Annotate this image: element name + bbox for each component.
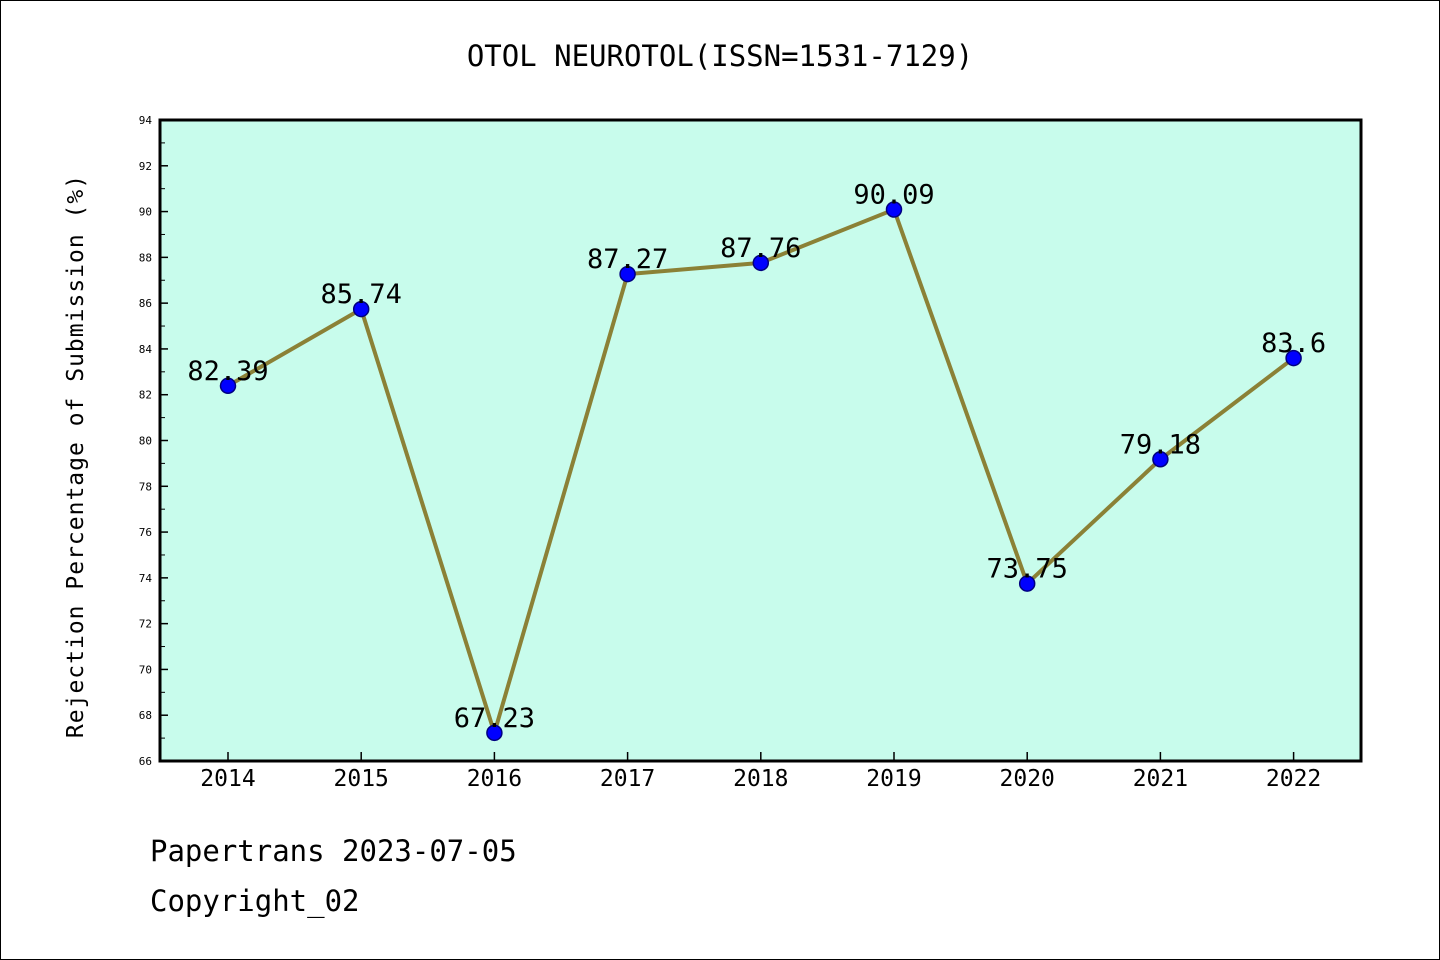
y-tick-label: 88 [139, 251, 152, 264]
data-point [619, 265, 636, 283]
y-tick-label: 72 [139, 618, 152, 631]
plot-area [160, 120, 1361, 761]
x-tick-label: 2019 [866, 766, 921, 792]
series-line-group [219, 201, 1302, 742]
y-tick-label: 66 [139, 755, 152, 768]
x-tick-label: 2018 [733, 766, 788, 792]
y-tick-label: 84 [139, 343, 153, 356]
x-tick-label: 2022 [1266, 766, 1321, 792]
x-tick-label: 2015 [334, 766, 389, 792]
data-point [486, 724, 503, 742]
x-axis: 2014 2015 2016 2017 2018 2019 2020 2021 2022 [200, 752, 1321, 792]
data-label: 82.39 [187, 356, 268, 387]
plot-frame [158, 118, 1363, 763]
data-point [1018, 575, 1036, 592]
y-tick-label: 92 [139, 160, 152, 173]
data-label: 90.09 [853, 180, 934, 211]
data-point [352, 300, 370, 318]
x-tick-label: 2017 [600, 766, 655, 792]
footer-date: Papertrans 2023-07-05 [150, 834, 517, 868]
x-tick-label: 2020 [1000, 766, 1055, 792]
footer-copyright: Copyright_02 [150, 884, 360, 918]
y-tick-label: 82 [139, 389, 152, 402]
data-label: 83.6 [1261, 328, 1326, 359]
y-tick-label: 70 [139, 663, 152, 676]
y-tick-label: 94 [139, 114, 153, 127]
data-label: 67.23 [454, 703, 535, 734]
data-point [1285, 349, 1302, 367]
data-label: 87.76 [720, 233, 801, 264]
data-label: 79.18 [1120, 429, 1201, 460]
data-point [219, 377, 237, 395]
y-tick-label: 74 [139, 572, 153, 585]
data-label: 85.74 [321, 279, 402, 310]
y-axis: 66 68 70 72 74 76 78 80 82 84 86 88 90 92 94 [139, 114, 168, 768]
data-label: 73.75 [987, 554, 1068, 585]
y-tick-label: 68 [139, 709, 152, 722]
x-tick-label: 2021 [1133, 766, 1188, 792]
data-point [1152, 451, 1169, 468]
data-point [752, 254, 770, 272]
y-tick-label: 90 [139, 206, 152, 219]
y-tick-label: 78 [139, 480, 152, 493]
data-label: 87.27 [587, 244, 668, 275]
x-tick-label: 2016 [467, 766, 522, 792]
x-tick-label: 2014 [200, 766, 255, 792]
y-tick-label: 86 [139, 297, 152, 310]
y-axis-label: Rejection Percentage of Submission (%) [63, 174, 89, 738]
data-point [885, 201, 903, 218]
chart-title: OTOL NEUROTOL(ISSN=1531-7129) [467, 39, 973, 73]
y-tick-label: 76 [139, 526, 152, 539]
data-labels: 82.39 85.74 67.23 87.27 87.76 90.09 73.75 79.18… [187, 180, 1326, 734]
y-tick-label: 80 [139, 435, 152, 448]
